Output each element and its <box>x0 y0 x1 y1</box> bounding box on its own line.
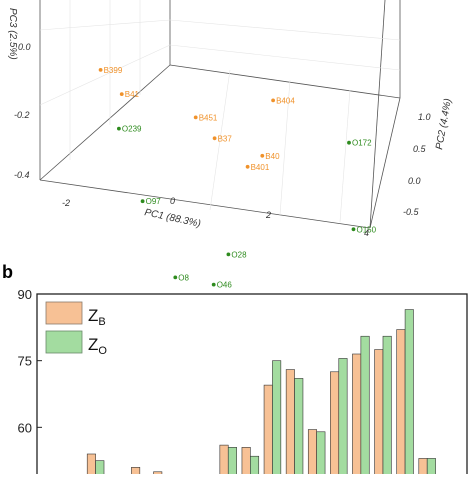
y-tick-label: 90 <box>18 287 32 302</box>
z-tick-label: -0.4 <box>14 170 30 180</box>
y-tick-label: 1.0 <box>418 112 431 122</box>
legend: ZB ZO <box>45 301 107 357</box>
bar-b-15 <box>352 353 362 479</box>
legend-swatch-zb <box>45 301 83 325</box>
legend-label-zo-main: Z <box>88 335 98 354</box>
pca-point-o172 <box>347 140 351 145</box>
legend-label-zo: ZO <box>88 335 107 357</box>
pca-points: B399 B41 B451 B404 B37 B40 B401 O239 O172 O97 O150… <box>98 66 377 290</box>
pca-point-label: O239 <box>122 125 142 134</box>
pca-point-label: B41 <box>125 90 140 99</box>
bar-o-13 <box>316 431 326 479</box>
bar-o-14 <box>338 358 348 479</box>
bar-o-16 <box>382 335 392 479</box>
bar-b-13 <box>307 429 317 479</box>
legend-label-zo-subscript: O <box>98 345 107 357</box>
pca-point-label: B451 <box>199 113 218 122</box>
bar-b-3 <box>86 453 96 479</box>
bar-b-10 <box>241 447 251 479</box>
pca-point-b399 <box>98 68 103 72</box>
x-tick-label: -2 <box>62 198 70 208</box>
pca-point-o28 <box>226 252 231 257</box>
bar-b-9 <box>219 444 229 479</box>
x-tick-label: 4 <box>364 228 369 238</box>
bar-b-14 <box>330 371 340 479</box>
bar-b-17 <box>396 329 406 479</box>
z-tick-label: -0.2 <box>14 110 30 120</box>
pca-x-axis-label: PC1 (88.3%) <box>143 207 201 230</box>
bar-o-3 <box>95 460 105 479</box>
bar-y-axis: 45607590 <box>18 287 42 435</box>
bar-chart: b 45607590 ZB ZO <box>2 262 468 479</box>
bar-b-5 <box>131 467 141 479</box>
pca-point-o8 <box>173 275 178 280</box>
bar-o-15 <box>360 335 370 479</box>
pca-point-b41 <box>119 92 124 96</box>
pca-point-label: B404 <box>276 96 295 105</box>
x-tick-label: 0 <box>170 196 175 206</box>
pca-point-label: O28 <box>231 250 247 259</box>
bar-o-12 <box>294 378 304 479</box>
pca-point-label: O8 <box>178 273 189 282</box>
legend-label-zb-subscript: B <box>98 316 105 328</box>
bar-b-12 <box>285 369 295 479</box>
pca-3d-chart: B399 B41 B451 B404 B37 B40 B401 O239 O172 O97 O150… <box>7 0 454 290</box>
pca-y-axis-label: PC2 (4.4%) <box>434 98 454 151</box>
bar-o-11 <box>272 360 282 479</box>
panel-label: b <box>2 262 13 282</box>
y-tick-label: 60 <box>18 420 32 435</box>
pca-point-o239 <box>117 126 121 131</box>
pca-point-label: O97 <box>146 197 162 206</box>
bar-o-10 <box>250 455 260 479</box>
pca-y-ticks: 1.0 0.5 0.0 -0.5 <box>403 112 431 217</box>
pca-point-b40 <box>260 153 265 158</box>
bar-b-18 <box>418 458 428 479</box>
pca-point-b404 <box>271 98 275 103</box>
pca-z-ticks: 0.0 -0.2 -0.4 <box>14 42 31 180</box>
legend-swatch-zo <box>45 330 83 354</box>
bar-b-11 <box>263 384 273 479</box>
pca-point-label: O150 <box>357 225 377 234</box>
pca-point-b37 <box>212 136 217 141</box>
y-tick-label: 0.5 <box>413 144 427 154</box>
pca-z-axis-label: PC3 (2.5%) <box>7 8 18 60</box>
y-tick-label: 0.0 <box>408 176 421 186</box>
pca-point-o97 <box>140 199 145 204</box>
pca-point-o46 <box>211 282 216 287</box>
bar-b-16 <box>374 349 384 479</box>
pca-point-b401 <box>245 164 250 169</box>
pca-point-label: B40 <box>265 152 280 161</box>
pca-point-label: B401 <box>251 163 270 172</box>
x-tick-label: 2 <box>265 210 271 220</box>
pca-gridlines <box>39 0 401 223</box>
bar-o-17 <box>404 309 414 479</box>
pca-point-o150 <box>351 227 356 232</box>
y-tick-label: -0.5 <box>403 207 420 217</box>
legend-label-zb: ZB <box>88 306 106 328</box>
plot-frame <box>36 293 468 479</box>
pca-point-label: B37 <box>218 134 233 143</box>
pca-x-ticks: -2 0 2 4 <box>62 196 369 238</box>
pca-point-label: B399 <box>104 66 123 75</box>
bar-o-9 <box>227 447 237 479</box>
z-tick-label: 0.0 <box>18 42 31 52</box>
pca-box <box>39 0 401 229</box>
pca-point-label: O46 <box>217 281 233 290</box>
pca-point-b451 <box>193 115 198 120</box>
bar-series <box>86 309 436 479</box>
legend-label-zb-main: Z <box>88 306 98 325</box>
pca-point-label: O172 <box>352 139 372 148</box>
bar-o-18 <box>426 458 436 479</box>
y-tick-label: 75 <box>18 354 32 369</box>
